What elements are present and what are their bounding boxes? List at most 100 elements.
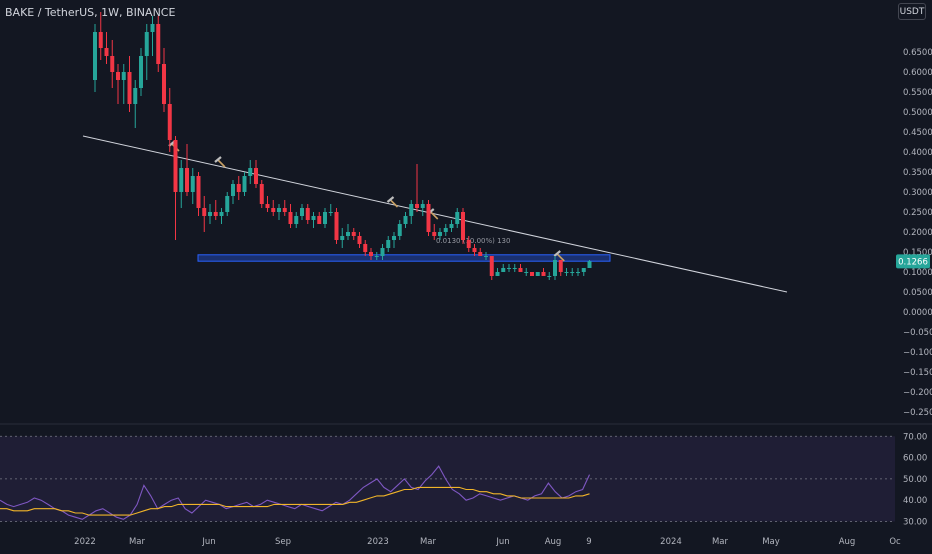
candle-body <box>455 212 460 224</box>
rsi-tick-label: 70.00 <box>903 432 927 442</box>
candle-body <box>409 204 414 216</box>
candle-body <box>156 24 161 64</box>
last-price-label: 0.1266 <box>898 257 928 267</box>
hammer-icon <box>553 250 565 262</box>
candle-body <box>334 212 339 240</box>
time-tick-label: Jun <box>495 537 509 547</box>
hammer-icon <box>386 196 399 208</box>
candle-body <box>219 212 224 216</box>
candle-body <box>294 216 299 224</box>
rsi-pane <box>0 435 895 522</box>
trendline[interactable] <box>82 135 788 293</box>
resistance-trendline[interactable] <box>82 135 788 293</box>
last-price-badge <box>896 254 930 269</box>
time-tick-label: Sep <box>275 537 291 547</box>
candle-body <box>380 248 385 256</box>
candle-body <box>587 261 592 268</box>
hammer-icon <box>214 156 226 168</box>
price-tick-label: 0.1000 <box>903 268 932 278</box>
candle-body <box>541 272 546 276</box>
time-tick-label: May <box>762 537 780 547</box>
currency-button[interactable]: USDT <box>898 3 926 20</box>
candle-body <box>495 272 500 276</box>
time-tick-label: 2022 <box>74 537 96 547</box>
price-tick-label: 0.0500 <box>903 288 932 298</box>
candle-body <box>328 212 333 213</box>
time-tick-label: Mar <box>420 537 437 547</box>
candle-body <box>259 184 264 204</box>
candle-body <box>167 104 172 140</box>
candle-body <box>323 212 327 224</box>
axes: 0.6500 0.6000 0.5500 0.5000 0.4500 0.4000 0.35… <box>74 48 932 547</box>
price-tick-label: 0.5500 <box>903 88 932 98</box>
price-tick-label: −0.0500 <box>903 328 932 338</box>
candle-body <box>150 24 155 32</box>
time-tick-label: Mar <box>712 537 729 547</box>
candle-body <box>484 256 488 257</box>
candles <box>93 12 592 280</box>
candle-body <box>231 184 235 196</box>
candle-body <box>581 268 586 272</box>
candle-body <box>190 176 195 192</box>
candle-body <box>288 212 293 224</box>
candle-body <box>535 272 540 276</box>
zone-measure-label: 0.0130 (10.00%) 130 <box>436 237 510 245</box>
candle-body <box>553 260 557 276</box>
candle-body <box>277 208 281 212</box>
candle-body <box>472 248 477 252</box>
candle-body <box>449 224 454 228</box>
time-tick-label: Oc <box>889 537 901 547</box>
time-tick-label: Aug <box>839 537 856 547</box>
price-tick-label: 0.0000 <box>903 308 932 318</box>
candle-body <box>93 32 97 80</box>
candle-body <box>162 64 166 104</box>
rsi-tick-label: 50.00 <box>903 475 927 485</box>
candle-body <box>236 184 241 192</box>
symbol-title[interactable]: BAKE / TetherUS, 1W, BINANCE <box>5 6 176 19</box>
candle-body <box>386 240 391 248</box>
candle-body <box>461 212 465 240</box>
price-tick-label: −0.2500 <box>903 408 932 418</box>
candle-body <box>420 204 425 208</box>
price-tick-label: 0.3500 <box>903 168 932 178</box>
candle-body <box>397 224 402 236</box>
support-zone: 0.0130 (10.00%) 130 <box>197 237 611 262</box>
candle-body <box>530 272 534 276</box>
support-zone-rect[interactable] <box>197 254 611 262</box>
rsi-ma-line <box>0 486 590 516</box>
price-tick-label: 0.1500 <box>903 248 932 258</box>
rsi-line <box>0 465 590 520</box>
candle-body <box>507 268 511 269</box>
candle-body <box>443 228 448 232</box>
candle-body <box>282 208 287 212</box>
candle-body <box>478 252 483 256</box>
candle-body <box>300 208 304 216</box>
candle-body <box>139 56 143 88</box>
time-tick-label: Jun <box>201 537 215 547</box>
candle-body <box>225 196 230 212</box>
price-tick-label: 0.6000 <box>903 68 932 78</box>
candle-body <box>208 212 212 216</box>
candle-body <box>524 272 529 273</box>
time-tick-label: 2023 <box>367 537 389 547</box>
candle-body <box>242 176 247 192</box>
candle-body <box>179 168 184 192</box>
rsi-tick-label: 60.00 <box>903 454 927 464</box>
candle-body <box>311 216 316 220</box>
candle-body <box>466 240 471 248</box>
candle-body <box>133 88 138 104</box>
price-tick-label: −0.1000 <box>903 348 932 358</box>
candle-body <box>374 256 379 257</box>
price-tick-label: 0.4000 <box>903 148 932 158</box>
candle-body <box>576 272 580 273</box>
candle-body <box>403 216 408 224</box>
candle-body <box>271 208 276 212</box>
candle-body <box>98 32 103 48</box>
candle-body <box>173 140 178 192</box>
candle-body <box>254 168 258 184</box>
candle-body <box>265 204 270 208</box>
rsi-tick-label: 30.00 <box>903 517 927 527</box>
time-tick-label: Aug <box>545 537 562 547</box>
